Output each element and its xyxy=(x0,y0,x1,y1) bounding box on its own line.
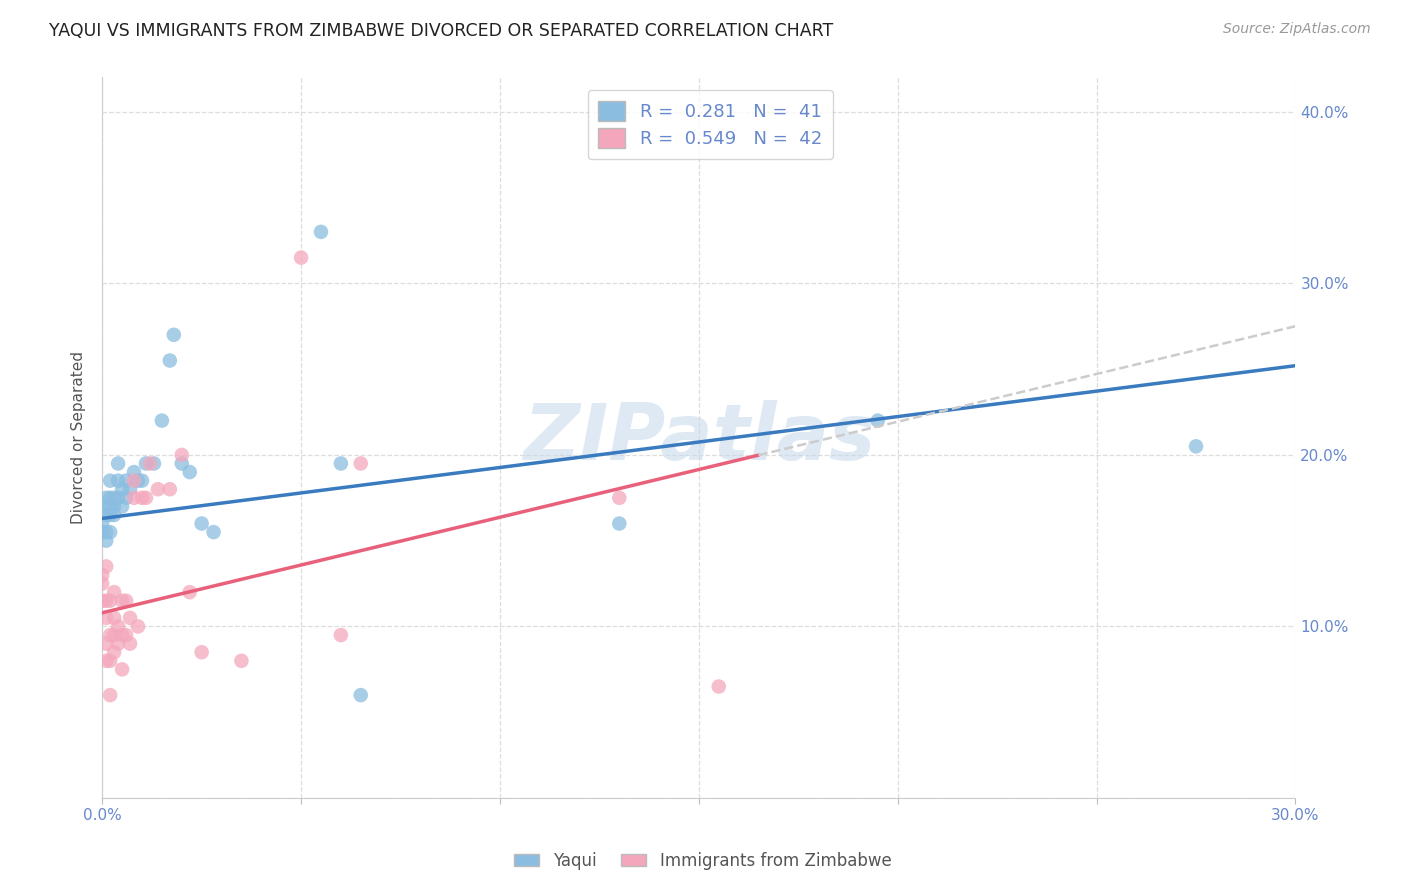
Point xyxy=(159,353,181,368)
Legend: R =  0.281   N =  41, R =  0.549   N =  42: R = 0.281 N = 41, R = 0.549 N = 42 xyxy=(588,90,832,159)
Point xyxy=(98,688,121,702)
Point xyxy=(96,508,118,522)
Point xyxy=(190,645,212,659)
Point xyxy=(111,662,134,676)
Point xyxy=(309,225,332,239)
Point xyxy=(111,500,134,514)
Point xyxy=(142,457,165,471)
Point xyxy=(107,457,129,471)
Point xyxy=(115,593,138,607)
Point xyxy=(98,474,121,488)
Point xyxy=(707,680,730,694)
Point xyxy=(91,576,114,591)
Point xyxy=(103,645,125,659)
Point xyxy=(118,637,141,651)
Point xyxy=(170,457,193,471)
Point xyxy=(96,533,118,548)
Point xyxy=(115,491,138,505)
Point xyxy=(350,688,373,702)
Point xyxy=(91,593,114,607)
Y-axis label: Divorced or Separated: Divorced or Separated xyxy=(72,351,86,524)
Point xyxy=(135,491,157,505)
Point xyxy=(98,593,121,607)
Point xyxy=(96,654,118,668)
Point xyxy=(96,559,118,574)
Point xyxy=(103,611,125,625)
Point xyxy=(103,585,125,599)
Point xyxy=(118,611,141,625)
Point xyxy=(146,482,169,496)
Point xyxy=(111,593,134,607)
Point xyxy=(118,482,141,496)
Point xyxy=(231,654,253,668)
Point xyxy=(96,611,118,625)
Point xyxy=(135,457,157,471)
Point xyxy=(329,457,352,471)
Point xyxy=(607,516,630,531)
Point xyxy=(122,491,145,505)
Text: ZIPatlas: ZIPatlas xyxy=(523,400,875,475)
Point xyxy=(607,491,630,505)
Point xyxy=(96,491,118,505)
Point xyxy=(103,628,125,642)
Point xyxy=(163,327,186,342)
Legend: Yaqui, Immigrants from Zimbabwe: Yaqui, Immigrants from Zimbabwe xyxy=(508,846,898,877)
Text: Source: ZipAtlas.com: Source: ZipAtlas.com xyxy=(1223,22,1371,37)
Point xyxy=(179,585,201,599)
Point xyxy=(122,474,145,488)
Point xyxy=(131,474,153,488)
Point xyxy=(350,457,373,471)
Point xyxy=(107,619,129,633)
Point xyxy=(190,516,212,531)
Point xyxy=(107,637,129,651)
Point xyxy=(150,414,173,428)
Point xyxy=(98,508,121,522)
Point xyxy=(115,474,138,488)
Point xyxy=(170,448,193,462)
Point xyxy=(866,414,889,428)
Text: YAQUI VS IMMIGRANTS FROM ZIMBABWE DIVORCED OR SEPARATED CORRELATION CHART: YAQUI VS IMMIGRANTS FROM ZIMBABWE DIVORC… xyxy=(49,22,834,40)
Point xyxy=(103,500,125,514)
Point xyxy=(103,491,125,505)
Point xyxy=(96,525,118,540)
Point xyxy=(139,457,162,471)
Point xyxy=(96,593,118,607)
Point xyxy=(91,516,114,531)
Point xyxy=(111,482,134,496)
Point xyxy=(91,525,114,540)
Point xyxy=(96,500,118,514)
Point xyxy=(115,628,138,642)
Point xyxy=(96,637,118,651)
Point xyxy=(202,525,225,540)
Point xyxy=(329,628,352,642)
Point xyxy=(127,619,149,633)
Point xyxy=(131,491,153,505)
Point xyxy=(98,628,121,642)
Point xyxy=(103,508,125,522)
Point xyxy=(159,482,181,496)
Point xyxy=(107,491,129,505)
Point xyxy=(98,491,121,505)
Point xyxy=(127,474,149,488)
Point xyxy=(98,654,121,668)
Point xyxy=(107,474,129,488)
Point xyxy=(91,568,114,582)
Point xyxy=(98,500,121,514)
Point xyxy=(98,525,121,540)
Point xyxy=(111,628,134,642)
Point xyxy=(290,251,312,265)
Point xyxy=(1185,439,1208,453)
Point xyxy=(179,465,201,479)
Point xyxy=(122,465,145,479)
